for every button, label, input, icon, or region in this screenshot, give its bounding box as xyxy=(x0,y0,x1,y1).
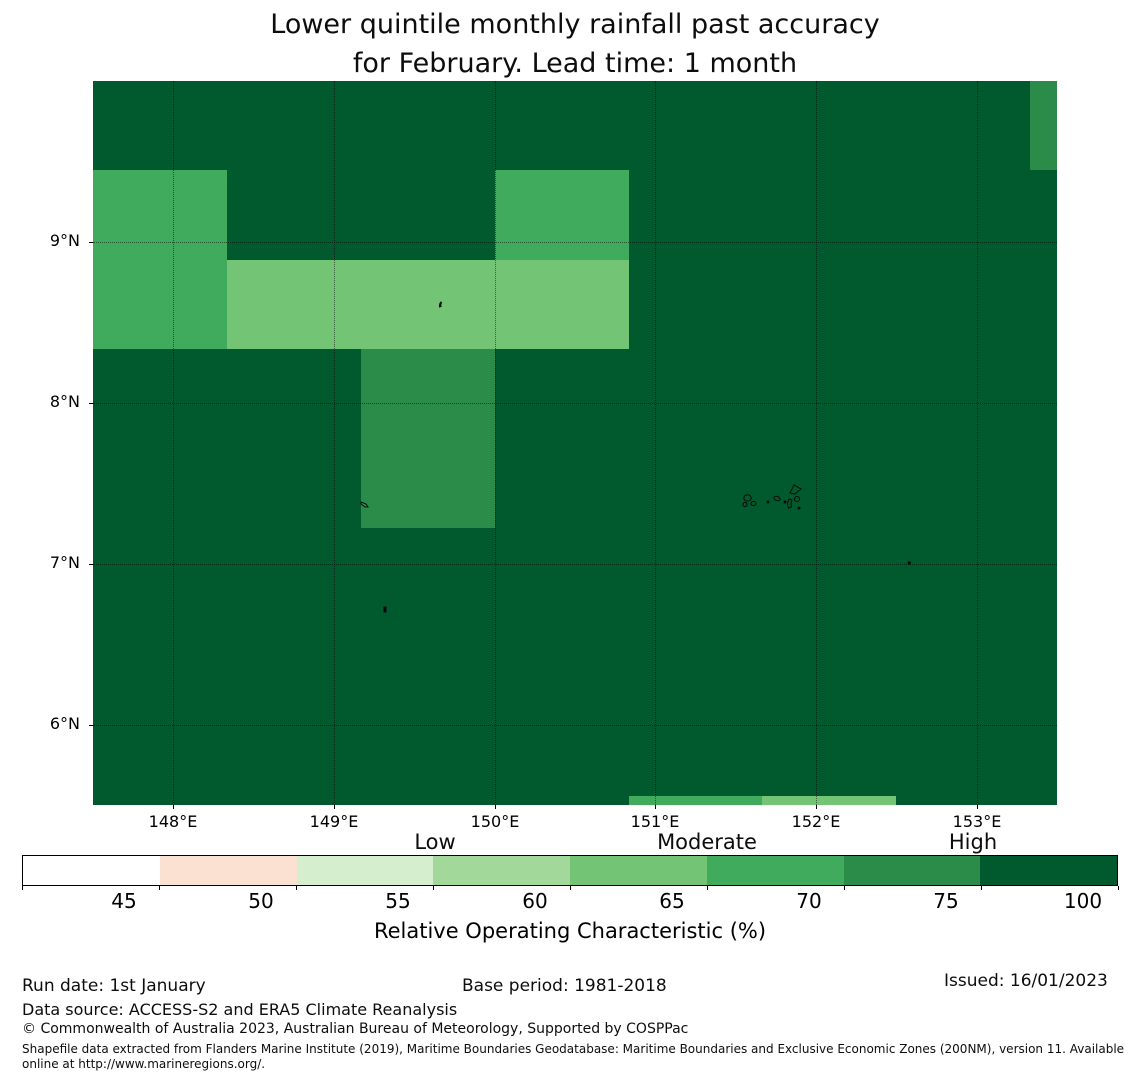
map-cell xyxy=(629,796,762,805)
island-islet-dot-2 xyxy=(783,500,787,504)
map-plot xyxy=(93,81,1057,805)
y-axis-tick xyxy=(89,403,93,404)
y-tick-label: 9°N xyxy=(49,231,80,250)
grid-line-vertical xyxy=(495,81,496,805)
x-axis-tick xyxy=(816,805,817,809)
colorbar-tick xyxy=(844,886,845,890)
colorbar-segment-70-75 xyxy=(843,856,981,885)
map-cell xyxy=(361,439,495,528)
grid-line-vertical xyxy=(334,81,335,805)
colorbar-tick-label: 70 xyxy=(796,889,822,913)
island-island-dash xyxy=(383,606,387,613)
island-islet-ring xyxy=(793,496,801,502)
island-island-comma xyxy=(438,301,443,308)
colorbar-tick-label: 50 xyxy=(248,889,274,913)
colorbar-segment-50-55 xyxy=(296,856,434,885)
colorbar-tick xyxy=(981,886,982,890)
x-axis-tick xyxy=(334,805,335,809)
colorbar-segment-75-100 xyxy=(980,856,1117,885)
map-cell xyxy=(762,796,896,805)
grid-line-vertical xyxy=(655,81,656,805)
colorbar-zone-label-low: Low xyxy=(414,830,456,854)
map-cell xyxy=(227,260,361,349)
colorbar-tick xyxy=(296,886,297,890)
colorbar-tick-label: 0 xyxy=(0,889,22,913)
map-cell xyxy=(495,260,629,349)
footer-run-date: Run date: 1st January xyxy=(22,976,206,996)
colorbar-tick xyxy=(1118,886,1119,890)
colorbar-tick xyxy=(570,886,571,890)
x-tick-label: 152°E xyxy=(791,812,841,831)
x-axis-tick xyxy=(655,805,656,809)
colorbar-tick-label: 55 xyxy=(385,889,411,913)
y-axis-tick xyxy=(89,725,93,726)
grid-line-vertical xyxy=(173,81,174,805)
colorbar-zone-label-high: High xyxy=(948,830,998,854)
island-island-east-dot xyxy=(907,561,911,565)
y-axis-tick xyxy=(89,564,93,565)
island-islet-triangle xyxy=(789,484,802,495)
colorbar xyxy=(22,855,1118,886)
footer-data-source: Data source: ACCESS-S2 and ERA5 Climate … xyxy=(22,1000,458,1019)
footer-issued: Issued: 16/01/2023 xyxy=(944,971,1108,991)
grid-line-horizontal xyxy=(93,725,1057,726)
colorbar-tick-label: 65 xyxy=(659,889,685,913)
colorbar-segment-0-45 xyxy=(23,856,160,885)
colorbar-tick-label: 100 xyxy=(1063,889,1103,913)
colorbar-tick xyxy=(433,886,434,890)
grid-line-vertical xyxy=(816,81,817,805)
grid-line-horizontal xyxy=(93,564,1057,565)
colorbar-segment-65-70 xyxy=(706,856,844,885)
colorbar-segment-60-65 xyxy=(570,856,707,885)
x-tick-label: 151°E xyxy=(630,812,680,831)
colorbar-tick-label: 60 xyxy=(522,889,548,913)
x-axis-tick xyxy=(173,805,174,809)
colorbar-tick-label: 75 xyxy=(933,889,959,913)
x-tick-label: 149°E xyxy=(309,812,359,831)
island-islet-elongated xyxy=(787,498,793,509)
grid-line-horizontal xyxy=(93,242,1057,243)
map-cell xyxy=(495,170,629,260)
colorbar-zone-label-moderate: Moderate xyxy=(657,830,757,854)
x-tick-label: 148°E xyxy=(148,812,198,831)
colorbar-tick xyxy=(22,886,23,890)
x-axis-tick xyxy=(977,805,978,809)
map-cell xyxy=(361,349,495,439)
y-tick-label: 7°N xyxy=(49,553,80,572)
x-axis-tick xyxy=(495,805,496,809)
map-cell xyxy=(361,260,495,349)
island-islet-dot-1 xyxy=(766,500,770,504)
colorbar-tick xyxy=(159,886,160,890)
grid-line-vertical xyxy=(977,81,978,805)
y-tick-label: 8°N xyxy=(49,392,80,411)
y-axis-tick xyxy=(89,242,93,243)
colorbar-segment-45-50 xyxy=(159,856,297,885)
chart-title-line2: for February. Lead time: 1 month xyxy=(352,48,798,79)
x-tick-label: 150°E xyxy=(470,812,520,831)
map-cell xyxy=(1030,81,1057,170)
colorbar-tick xyxy=(707,886,708,890)
colorbar-tick-label: 45 xyxy=(111,889,137,913)
island-islet-oval xyxy=(773,495,781,502)
island-chuuk-lagoon-cluster xyxy=(742,494,757,507)
grid-line-horizontal xyxy=(93,403,1057,404)
colorbar-axis-label: Relative Operating Characteristic (%) xyxy=(373,919,767,943)
x-tick-label: 153°E xyxy=(952,812,1002,831)
footer-shapefile-note: Shapefile data extracted from Flanders M… xyxy=(22,1042,1125,1071)
island-island-west xyxy=(360,501,369,508)
footer-base-period: Base period: 1981-2018 xyxy=(462,976,667,996)
colorbar-segment-55-60 xyxy=(433,856,570,885)
chart-title-line1: Lower quintile monthly rainfall past acc… xyxy=(270,9,880,40)
map-cell xyxy=(93,170,227,260)
island-islet-dot-3 xyxy=(797,506,801,510)
islands-svg xyxy=(360,301,911,613)
footer-copyright: © Commonwealth of Australia 2023, Austra… xyxy=(22,1021,689,1037)
map-cell xyxy=(93,260,227,349)
y-tick-label: 6°N xyxy=(49,714,80,733)
